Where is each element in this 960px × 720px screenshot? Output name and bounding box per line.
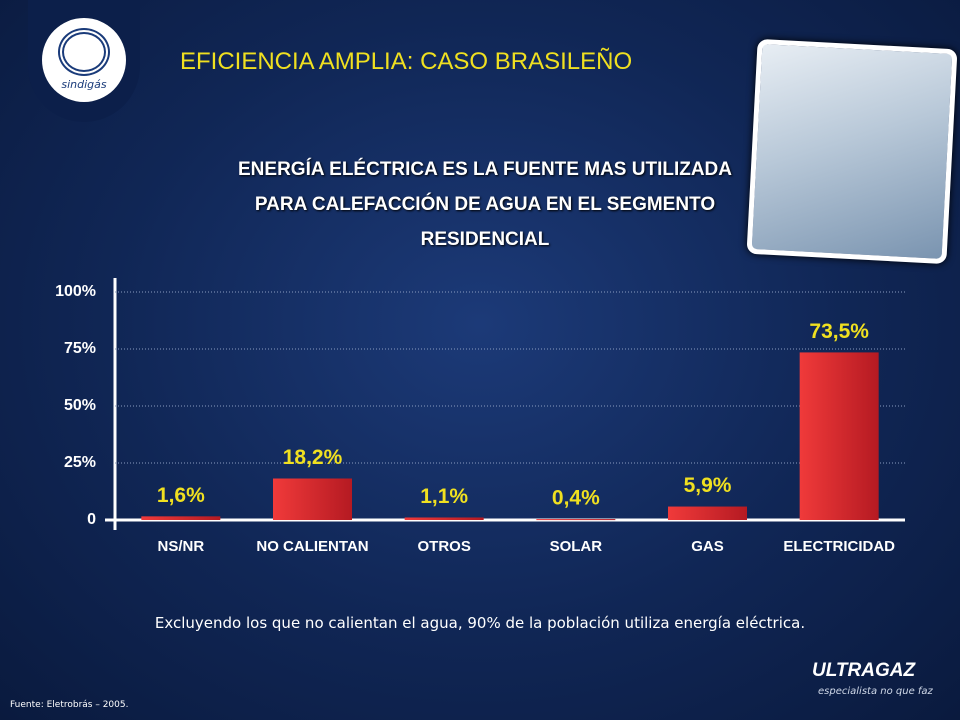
logo-mark [58,28,110,76]
x-tick-label: GAS [691,538,724,555]
x-tick-label: OTROS [417,538,470,555]
value-label: 73,5% [809,320,869,343]
note: Excluyendo los que no calientan el agua,… [154,614,806,632]
value-label: 0,4% [552,487,600,510]
value-label: 1,6% [157,484,205,507]
bar [536,519,616,521]
chart-title: ENERGÍA ELÉCTRICA ES LA FUENTE MAS UTILI… [238,159,732,250]
bar [273,478,352,520]
x-tick-label: NO CALIENTAN [256,538,368,555]
x-tick-label: ELECTRICIDAD [783,538,895,555]
y-tick-label: 0 [87,511,96,528]
brand-tagline: especialista no que faz [818,686,933,697]
y-tick-label: 25% [64,454,96,471]
value-label: 18,2% [283,446,343,469]
y-tick-label: 100% [55,283,96,300]
bar [404,517,484,520]
brand-logo: ULTRAGAZ [812,660,916,681]
source: Fuente: Eletrobrás – 2005. [10,700,129,710]
bar [141,516,221,520]
logo-text: sindigás [61,78,107,91]
heading: EFICIENCIA AMPLIA: CASO BRASILEÑO [180,48,633,75]
value-label: 5,9% [684,474,732,497]
x-tick-label: NS/NR [157,538,204,555]
x-tick-label: SOLAR [550,538,603,555]
bar [799,352,879,520]
y-tick-label: 50% [64,397,96,414]
y-tick-label: 75% [64,340,96,357]
value-label: 1,1% [420,485,468,508]
bar [668,506,747,520]
